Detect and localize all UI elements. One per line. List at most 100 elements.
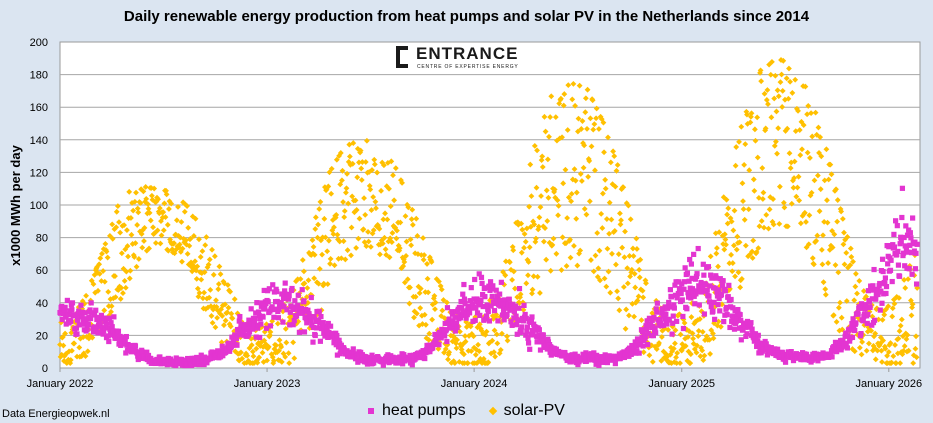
solar-pv-point bbox=[184, 203, 190, 209]
solar-pv-point bbox=[783, 75, 790, 82]
solar-pv-point bbox=[402, 279, 408, 286]
solar-pv-point bbox=[885, 303, 892, 310]
heat-pumps-point bbox=[85, 321, 91, 327]
heat-pumps-point bbox=[453, 320, 460, 327]
solar-pv-point bbox=[297, 276, 304, 282]
solar-pv-point bbox=[769, 58, 775, 65]
solar-pv-point bbox=[589, 97, 596, 104]
solar-pv-point bbox=[897, 322, 904, 329]
solar-pv-point bbox=[326, 169, 333, 176]
solar-pv-point bbox=[355, 235, 362, 242]
solar-pv-point bbox=[585, 173, 592, 180]
heat-pumps-point bbox=[692, 276, 698, 282]
heat-pumps-point bbox=[748, 320, 754, 326]
solar-pv-point bbox=[898, 316, 905, 323]
heat-pumps-point bbox=[637, 342, 643, 348]
solar-pv-point bbox=[457, 328, 463, 335]
solar-pv-point bbox=[744, 111, 750, 118]
solar-pv-point bbox=[830, 312, 837, 319]
solar-pv-point bbox=[344, 170, 350, 177]
solar-pv-point bbox=[209, 246, 215, 253]
solar-pv-point bbox=[227, 288, 234, 295]
solar-pv-point bbox=[216, 263, 223, 270]
solar-pv-point bbox=[863, 347, 870, 354]
solar-pv-point bbox=[432, 299, 439, 306]
solar-pv-point bbox=[137, 200, 144, 206]
solar-pv-point bbox=[559, 134, 565, 141]
heat-pumps-point bbox=[545, 336, 551, 342]
solar-pv-point bbox=[167, 239, 174, 245]
solar-pv-point bbox=[236, 357, 243, 364]
heat-pumps-point bbox=[461, 296, 468, 302]
solar-pv-point bbox=[157, 240, 164, 247]
solar-pv-point bbox=[603, 283, 610, 290]
solar-pv-point bbox=[739, 180, 746, 187]
heat-pumps-point bbox=[443, 327, 449, 333]
heat-pumps-point bbox=[711, 299, 717, 306]
solar-pv-point bbox=[365, 228, 371, 235]
heat-pumps-point bbox=[715, 301, 721, 308]
solar-pv-point bbox=[717, 323, 724, 330]
heat-pumps-point bbox=[491, 308, 498, 314]
solar-pv-point bbox=[593, 105, 600, 112]
solar-pv-point bbox=[902, 285, 909, 291]
solar-pv-point bbox=[135, 256, 142, 262]
solar-pv-point bbox=[835, 304, 842, 311]
solar-pv-point bbox=[847, 245, 854, 252]
solar-pv-point bbox=[183, 241, 190, 248]
solar-pv-point bbox=[414, 233, 421, 239]
heat-pumps-point bbox=[907, 242, 913, 248]
solar-pv-point bbox=[595, 265, 602, 272]
solar-pv-point bbox=[259, 349, 266, 356]
heat-pumps-point bbox=[157, 354, 163, 360]
heat-pumps-point bbox=[117, 333, 123, 340]
solar-pv-point bbox=[806, 212, 813, 219]
heat-pumps-point bbox=[521, 302, 527, 309]
solar-pv-point bbox=[179, 258, 185, 265]
solar-pv-point bbox=[204, 295, 210, 302]
solar-pv-point bbox=[679, 345, 686, 352]
heat-pumps-point bbox=[772, 346, 778, 352]
solar-pv-point bbox=[443, 299, 450, 306]
solar-pv-point bbox=[280, 308, 286, 315]
solar-pv-point bbox=[560, 180, 567, 187]
solar-pv-point bbox=[370, 194, 377, 200]
solar-pv-point bbox=[587, 115, 594, 122]
solar-pv-point bbox=[771, 142, 778, 149]
solar-pv-point bbox=[222, 301, 228, 308]
y-tick-label: 0 bbox=[42, 363, 48, 375]
solar-pv-point bbox=[164, 221, 171, 228]
solar-pv-point bbox=[817, 134, 824, 141]
heat-pumps-point bbox=[489, 293, 495, 300]
solar-pv-point bbox=[395, 242, 402, 249]
solar-pv-point bbox=[304, 285, 311, 291]
solar-pv-point bbox=[673, 354, 679, 361]
solar-pv-point bbox=[80, 334, 87, 341]
heat-pumps-point bbox=[371, 360, 377, 366]
solar-pv-point bbox=[591, 121, 598, 128]
heat-pumps-point bbox=[730, 305, 736, 311]
heat-pumps-point bbox=[910, 215, 916, 221]
solar-pv-point bbox=[79, 305, 86, 312]
solar-pv-point bbox=[596, 247, 603, 254]
solar-pv-point bbox=[276, 347, 282, 354]
solar-pv-point bbox=[126, 275, 133, 282]
solar-pv-point bbox=[687, 360, 694, 367]
solar-pv-point bbox=[792, 76, 799, 83]
x-tick-label: January 2026 bbox=[855, 378, 922, 390]
solar-pv-point bbox=[859, 339, 866, 345]
heat-pumps-point bbox=[695, 245, 701, 252]
heat-pumps-point bbox=[409, 362, 415, 368]
solar-pv-point bbox=[163, 187, 169, 194]
heat-pumps-point bbox=[209, 349, 215, 355]
heat-pumps-point bbox=[591, 350, 597, 356]
solar-pv-point bbox=[575, 115, 582, 122]
solar-pv-point bbox=[793, 105, 800, 112]
heat-pumps-point bbox=[857, 304, 863, 311]
heat-pumps-point bbox=[63, 321, 69, 327]
solar-pv-point bbox=[343, 189, 349, 196]
solar-pv-point bbox=[186, 242, 193, 249]
heat-pumps-point bbox=[318, 325, 325, 332]
heat-pumps-point bbox=[710, 308, 716, 314]
